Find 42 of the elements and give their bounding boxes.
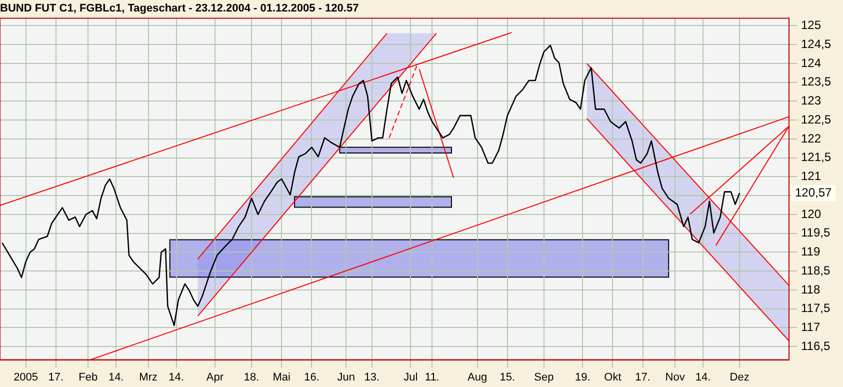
x-tick-label: 19. bbox=[574, 371, 590, 384]
x-tick-label: 13. bbox=[364, 371, 380, 384]
x-tick-label: Okt bbox=[604, 371, 622, 384]
y-tick-label: 119,5 bbox=[801, 226, 830, 240]
x-tick-label: 15. bbox=[500, 371, 516, 384]
x-tick-label: Jul bbox=[404, 371, 418, 384]
y-tick-label: 121 bbox=[801, 169, 822, 184]
y-tick-label: 121,5 bbox=[801, 150, 832, 164]
text: 120,57 bbox=[795, 185, 832, 200]
x-tick-label: 17. bbox=[48, 371, 64, 384]
y-tick-label: 119 bbox=[801, 244, 820, 259]
x-tick-label: 17. bbox=[635, 371, 650, 384]
x-tick-label: Mai bbox=[272, 371, 290, 384]
y-tick-label: 118 bbox=[801, 282, 820, 296]
x-tick-label: Feb bbox=[78, 371, 98, 384]
x-tick-label: Sep bbox=[534, 371, 554, 384]
x-tick-label: Mrz bbox=[139, 371, 158, 384]
x-tick-label: 11. bbox=[424, 371, 440, 384]
x-tick-label: 14. bbox=[695, 371, 711, 384]
x-tick-label: 16. bbox=[304, 371, 320, 384]
x-tick-label: Jun bbox=[337, 371, 356, 384]
chart-title: BUND FUT C1, FGBLc1, Tageschart - 23.12.2004 - 01.12.2005 - 120.57 bbox=[0, 2, 359, 15]
y-tick-label: 123 bbox=[801, 94, 822, 108]
y-tick-label: 117 bbox=[801, 320, 820, 334]
y-tick-label: 122,5 bbox=[801, 112, 832, 126]
y-tick-label: 123,5 bbox=[801, 74, 832, 89]
y-tick-label: 117,5 bbox=[801, 301, 830, 316]
y-tick-label: 125 bbox=[801, 18, 822, 32]
x-tick-label: Aug bbox=[467, 371, 488, 384]
x-tick-label: Apr bbox=[206, 371, 224, 384]
y-tick-label: 124 bbox=[801, 56, 822, 70]
x-tick-label: 14. bbox=[108, 371, 124, 384]
y-tick-label: 124,5 bbox=[801, 36, 832, 51]
y-tick-label: 122 bbox=[801, 131, 822, 146]
x-tick-label: 14. bbox=[168, 371, 184, 384]
x-tick-label: Dez bbox=[730, 371, 750, 384]
x-tick-label: 2005 bbox=[14, 371, 38, 384]
y-tick-label: 116,5 bbox=[801, 338, 830, 353]
y-tick-label: 118,5 bbox=[801, 263, 830, 278]
y-tick-label: 120 bbox=[801, 206, 822, 221]
x-tick-label: 18. bbox=[244, 371, 260, 384]
x-tick-label: Nov bbox=[665, 371, 686, 384]
